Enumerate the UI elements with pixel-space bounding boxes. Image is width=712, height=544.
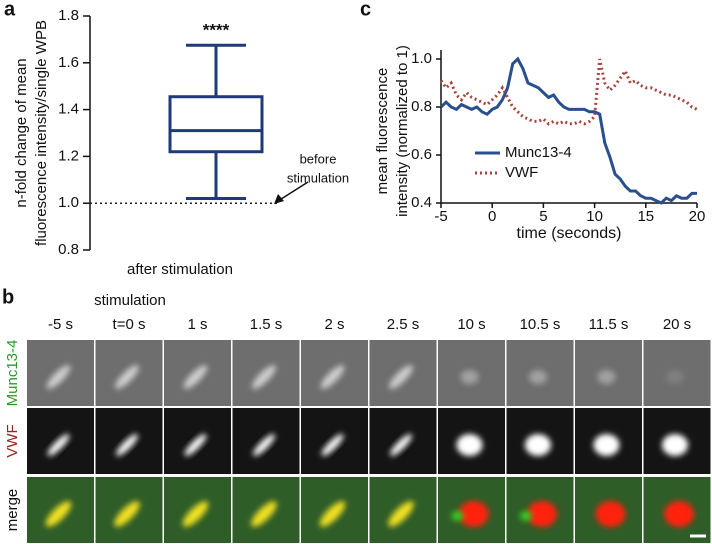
image-blob xyxy=(597,370,616,384)
x-tick-label: 0 xyxy=(488,208,496,225)
image-blob xyxy=(529,370,547,384)
x-axis-label: time (seconds) xyxy=(517,225,622,242)
y-axis-label: intensity (normalized to 1) xyxy=(394,45,411,217)
y-tick-label: 1.0 xyxy=(58,194,79,211)
image-blob xyxy=(525,434,551,456)
image-blob xyxy=(46,365,71,389)
image-blob xyxy=(593,434,620,456)
y-tick-label: 1.2 xyxy=(58,147,79,164)
time-label: 10.5 s xyxy=(520,316,561,333)
line-series xyxy=(439,56,697,205)
image-blob xyxy=(527,501,557,527)
time-label: 11.5 s xyxy=(589,316,629,333)
y-axis-label: n-fold change of mean xyxy=(13,58,30,207)
image-blob xyxy=(390,434,412,456)
image-blob xyxy=(252,365,276,389)
panel-label: b xyxy=(2,286,14,308)
legend-label: VWF xyxy=(505,164,538,181)
y-tick-label: 1.0 xyxy=(411,50,432,67)
time-label: t=0 s xyxy=(113,316,146,333)
y-tick-label: 0.6 xyxy=(411,146,432,163)
image-blob xyxy=(114,501,140,527)
reference-label: before xyxy=(300,151,337,166)
x-tick-label: 15 xyxy=(637,208,654,225)
time-label: 20 s xyxy=(663,316,691,333)
image-blob xyxy=(662,434,688,456)
y-tick-label: 0.8 xyxy=(58,241,79,258)
image-blob xyxy=(460,370,479,384)
significance: **** xyxy=(203,21,230,40)
x-tick-label: 10 xyxy=(586,208,603,225)
row-label: merge xyxy=(4,489,21,532)
image-blob xyxy=(595,501,626,527)
image-blob xyxy=(321,434,344,456)
image-blob xyxy=(183,365,208,389)
y-axis-label: fluorescence intensity/single WPB xyxy=(33,20,50,246)
image-blob xyxy=(116,434,138,456)
image-blob xyxy=(47,434,70,456)
y-tick-label: 1.4 xyxy=(58,101,79,118)
image-blob xyxy=(182,501,209,527)
box xyxy=(168,95,264,154)
image-blob xyxy=(388,501,414,527)
time-label: 2 s xyxy=(324,316,344,333)
arrow-head xyxy=(274,194,284,204)
stimulation-label: stimulation xyxy=(94,292,166,309)
image-blob xyxy=(664,501,694,527)
row-label: Munc13-4 xyxy=(4,340,21,407)
x-tick-label: -5 xyxy=(434,208,447,225)
time-label: 10 s xyxy=(457,316,485,333)
image-blob xyxy=(451,511,464,521)
panel-label: a xyxy=(4,0,16,20)
y-tick-label: 1.6 xyxy=(58,54,79,71)
reference-label: stimulation xyxy=(287,170,349,185)
time-label: 1.5 s xyxy=(250,316,283,333)
image-blob xyxy=(666,370,684,384)
y-tick-label: 0.4 xyxy=(411,194,432,211)
image-blob xyxy=(389,365,413,389)
y-tick-label: 0.8 xyxy=(411,98,432,115)
x-tick-label: 20 xyxy=(689,208,706,225)
image-blob xyxy=(319,501,346,527)
x-tick-label: after stimulation xyxy=(127,261,233,278)
image-blob xyxy=(456,434,483,456)
image-blob xyxy=(251,501,277,527)
image-blob xyxy=(320,365,345,389)
image-blob xyxy=(45,501,72,527)
line-series xyxy=(439,58,698,126)
time-label: 2.5 s xyxy=(387,316,420,333)
row-label: VWF xyxy=(4,424,21,457)
time-label: 1 s xyxy=(187,316,207,333)
legend-label: Munc13-4 xyxy=(505,144,572,161)
image-blob xyxy=(520,511,532,521)
image-blob xyxy=(115,365,139,389)
time-label: -5 s xyxy=(48,316,73,333)
image-blob xyxy=(184,434,207,456)
y-tick-label: 1.8 xyxy=(58,7,79,24)
y-axis-label: mean fluorescence xyxy=(374,68,391,195)
x-tick-label: 5 xyxy=(539,208,547,225)
image-blob xyxy=(458,501,489,527)
panel-label: c xyxy=(360,0,371,20)
arrow xyxy=(277,181,309,202)
image-blob xyxy=(253,434,275,456)
